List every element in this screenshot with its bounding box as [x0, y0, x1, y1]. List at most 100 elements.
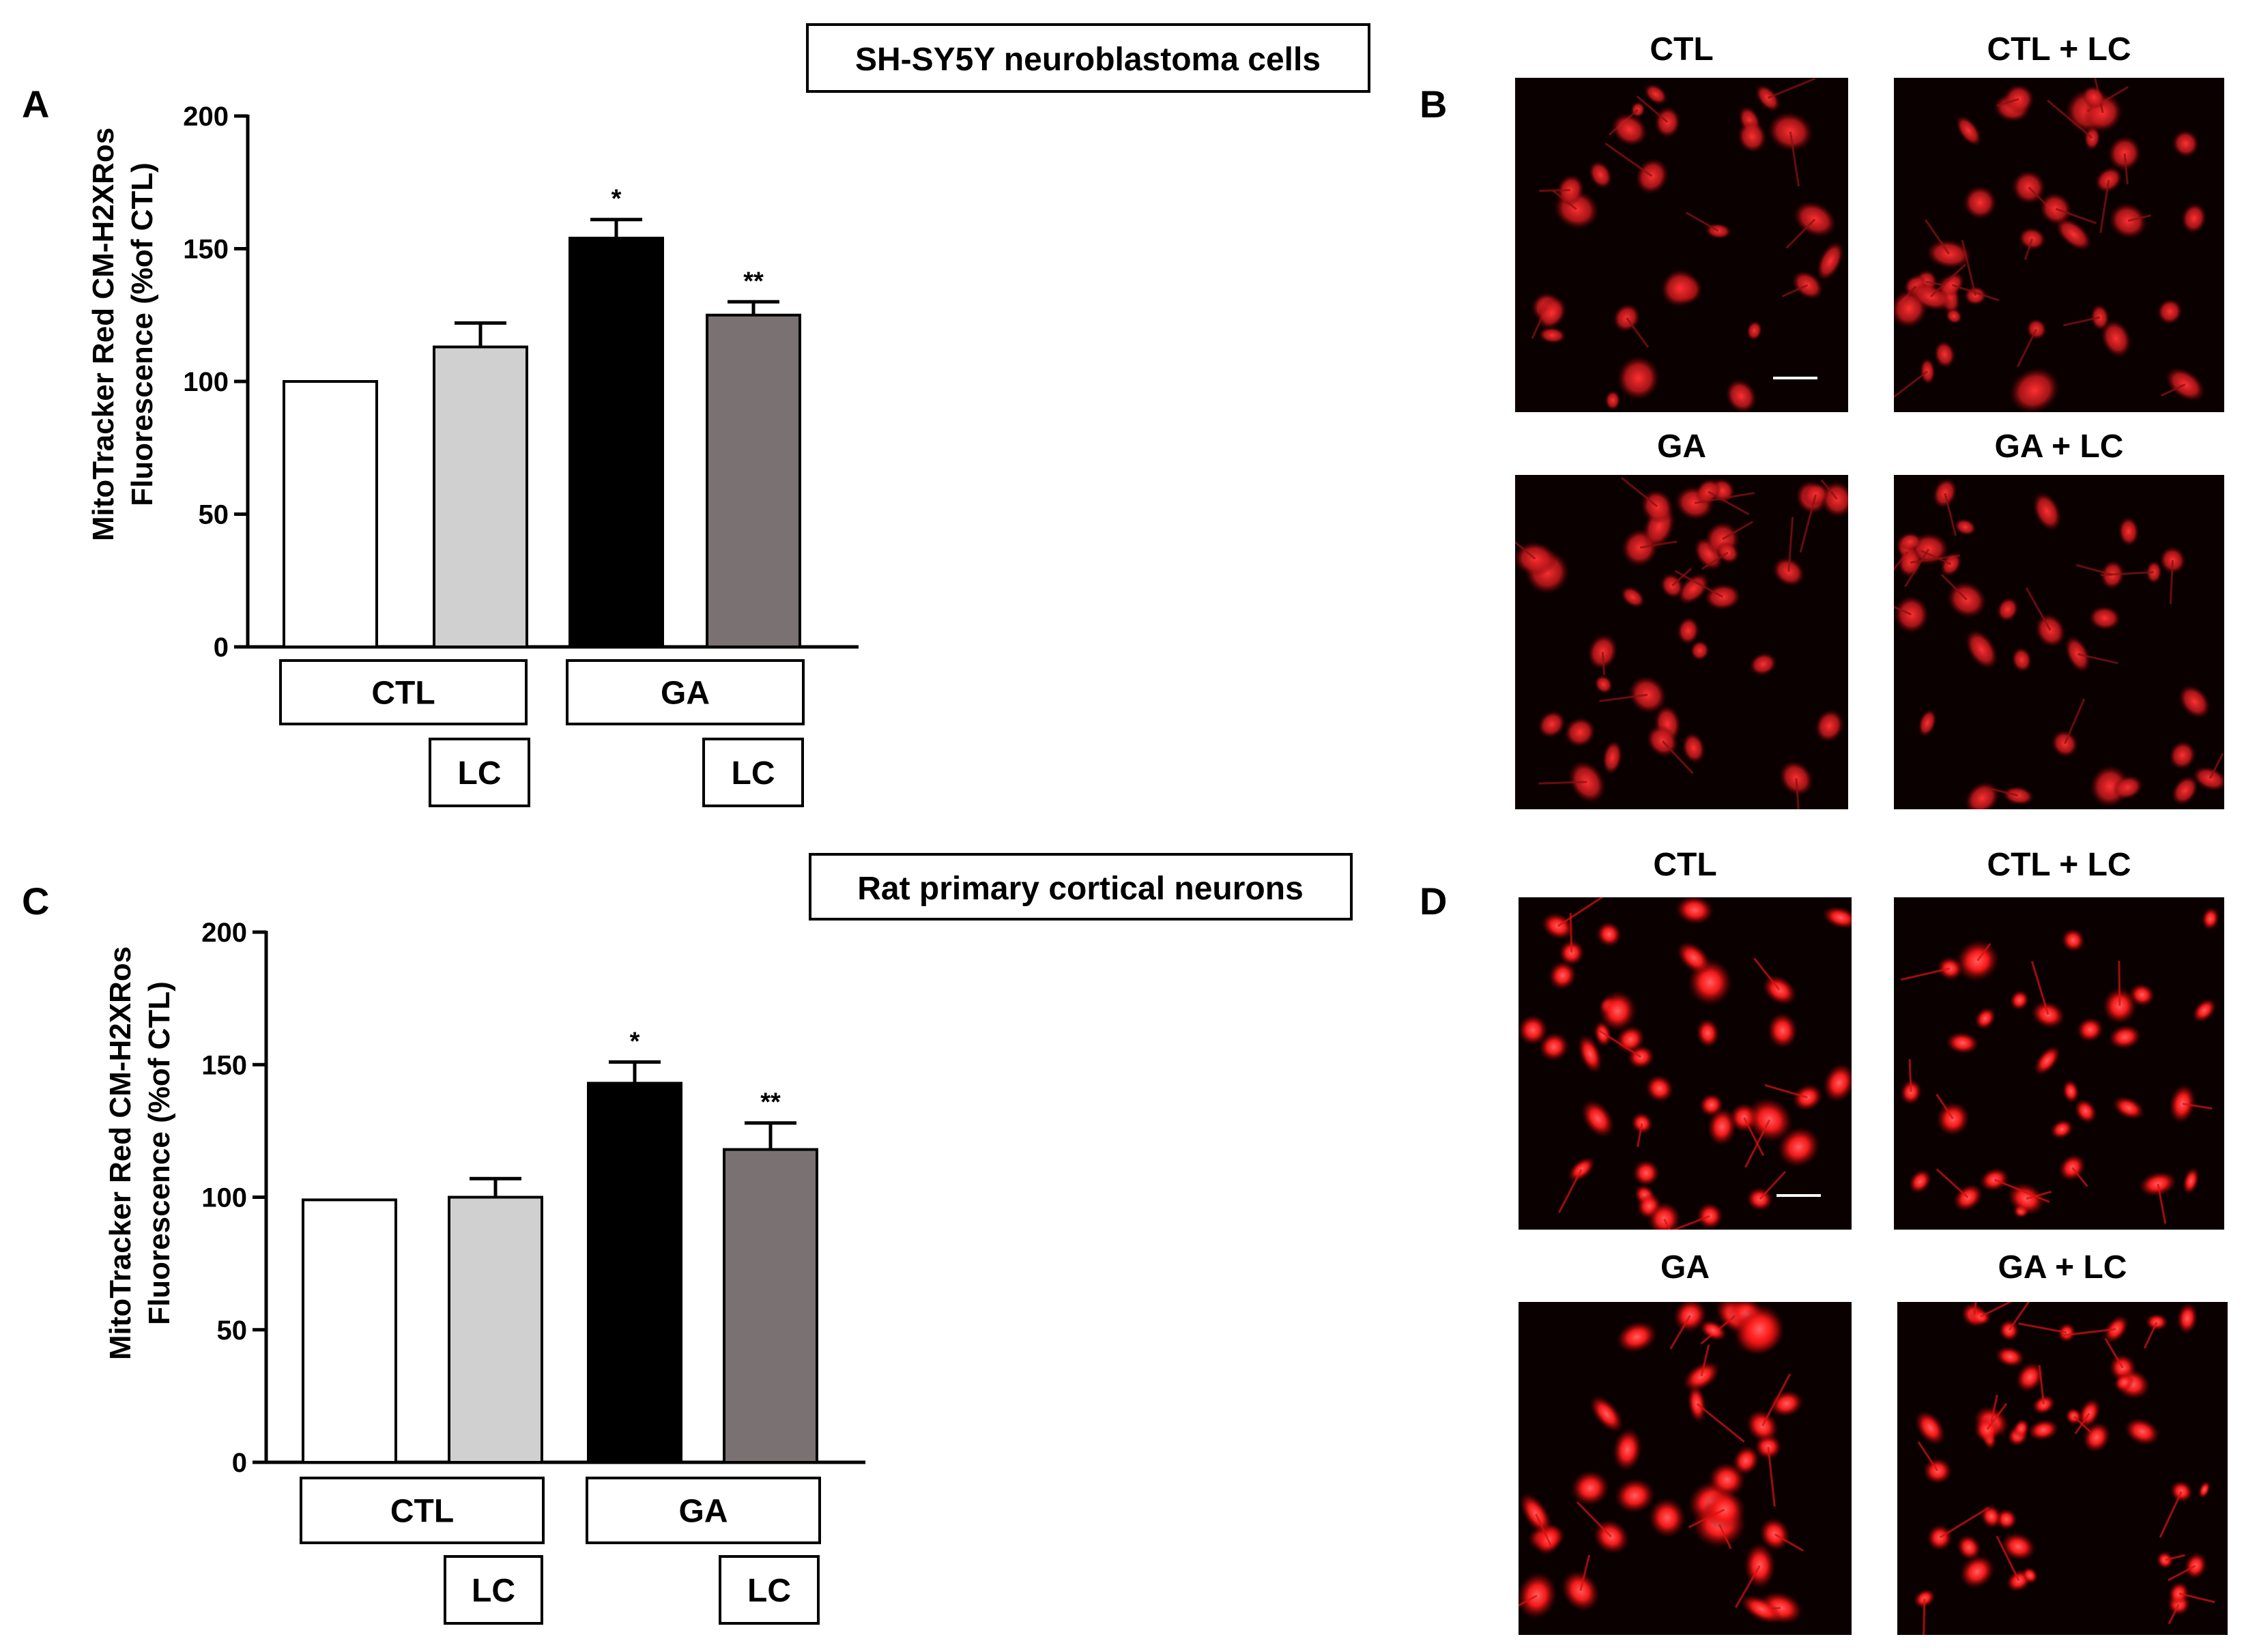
neurite	[1996, 1535, 2020, 1582]
neurite	[1985, 786, 2019, 797]
cell	[2114, 1373, 2135, 1391]
neurite	[2055, 207, 2097, 224]
neurite	[1820, 479, 1838, 500]
cell	[1980, 1504, 2002, 1528]
cell	[1732, 1445, 1759, 1475]
cell	[1914, 1410, 1946, 1445]
micrograph-b-cells-1	[1894, 78, 2207, 412]
cell	[1955, 115, 1982, 146]
neurite	[2063, 316, 2101, 327]
cell	[1598, 990, 1637, 1031]
cell	[1596, 921, 1622, 947]
neurite	[1515, 540, 1536, 560]
cell	[1755, 84, 1781, 112]
cell	[1823, 1063, 1852, 1103]
chart-c-ylabel-2: Fluorescence (%of CTL)	[143, 981, 176, 1325]
cell	[2101, 319, 2131, 358]
cell	[1945, 308, 1962, 324]
chart-c-significance-3: **	[760, 1088, 781, 1117]
neurite	[1774, 1533, 1804, 1552]
neurite	[1994, 1178, 2050, 1203]
micrograph-d-cells-3	[1914, 1302, 2215, 1635]
neurite	[1688, 1508, 1725, 1528]
cell	[2103, 1315, 2129, 1344]
neurite	[1599, 693, 1648, 703]
micrograph-b-title-0: CTL	[1650, 31, 1713, 68]
cell	[2062, 1079, 2080, 1103]
chart-a-bar-2	[569, 236, 664, 648]
cell	[2198, 1481, 2211, 1498]
neurite	[2104, 1337, 2124, 1369]
cell	[1675, 897, 1714, 925]
neurite	[2159, 1491, 2183, 1538]
cell	[1965, 781, 2000, 809]
cell	[1635, 158, 1669, 194]
cell	[2157, 298, 2183, 325]
cell	[1749, 652, 1777, 676]
chart-a-bar-3	[706, 313, 801, 648]
cell	[2011, 647, 2032, 672]
cell	[1963, 186, 1997, 220]
cell	[2082, 85, 2106, 109]
cell	[1660, 269, 1699, 308]
cell	[2074, 1099, 2097, 1124]
neurite	[1781, 284, 1809, 298]
neurite	[2018, 1322, 2067, 1334]
neurite	[1663, 1218, 1671, 1230]
cell	[1959, 1554, 1995, 1589]
cell	[1746, 321, 1762, 340]
neurite	[2209, 753, 2224, 779]
micrograph-b-cells-3	[1894, 478, 2224, 809]
cell	[2172, 130, 2199, 158]
cell	[1815, 709, 1844, 742]
cell	[1570, 1470, 1609, 1506]
chart-c-ytick-label: 0	[232, 1448, 247, 1478]
panel-letter-d: D	[1420, 880, 1447, 923]
cell	[2076, 1017, 2104, 1043]
chart-a-ytick-label: 200	[183, 102, 229, 132]
cell	[2065, 635, 2090, 673]
neurite	[1744, 1119, 1771, 1168]
cell	[1707, 1107, 1737, 1146]
neurite	[1539, 189, 1571, 192]
neurite	[1636, 1122, 1643, 1148]
neurite	[1700, 1344, 1710, 1377]
neurite	[2030, 961, 2049, 1015]
cell	[1946, 1032, 1979, 1054]
chart-c-group-label-1: GA	[679, 1494, 728, 1530]
cell	[1611, 113, 1648, 146]
chart-a-significance-2: *	[612, 185, 622, 214]
cell	[2181, 203, 2207, 234]
neurite	[1925, 219, 1951, 255]
micrograph-b-title-1: CTL + LC	[1987, 31, 2131, 68]
neurite	[1686, 212, 1719, 232]
neurite	[1908, 1059, 1912, 1092]
cell	[1996, 597, 2019, 622]
cell	[2112, 775, 2143, 800]
neurite	[2071, 1167, 2088, 1187]
neurite	[1901, 967, 1951, 981]
neurite	[1939, 1507, 1989, 1539]
cell	[1581, 1100, 1614, 1137]
neurite	[1979, 1302, 2013, 1318]
chart-c-title-box	[809, 853, 1353, 921]
cell	[1939, 272, 1965, 298]
chart-a-ylabel-2: Fluorescence (%of CTL)	[126, 162, 159, 506]
cell	[1822, 906, 1852, 929]
cell	[1538, 1032, 1569, 1061]
chart-a-group-label-0: CTL	[371, 676, 435, 712]
micrograph-d-title-2: GA	[1660, 1249, 1710, 1286]
neurite	[1535, 1513, 1552, 1546]
chart-c-title: Rat primary cortical neurons	[857, 871, 1304, 907]
cell	[1792, 1084, 1823, 1111]
chart-c-ytick-label: 50	[217, 1316, 248, 1346]
cell	[1605, 390, 1621, 410]
cell	[2022, 1567, 2039, 1584]
chart-c-bar-0	[302, 1198, 397, 1464]
chart-a-group-label-1: GA	[661, 676, 710, 712]
chart-c-ytick-label: 150	[201, 1050, 247, 1080]
cell	[2169, 740, 2196, 770]
micrograph-b-cells-0	[1531, 78, 1844, 412]
neurite	[2161, 383, 2186, 397]
